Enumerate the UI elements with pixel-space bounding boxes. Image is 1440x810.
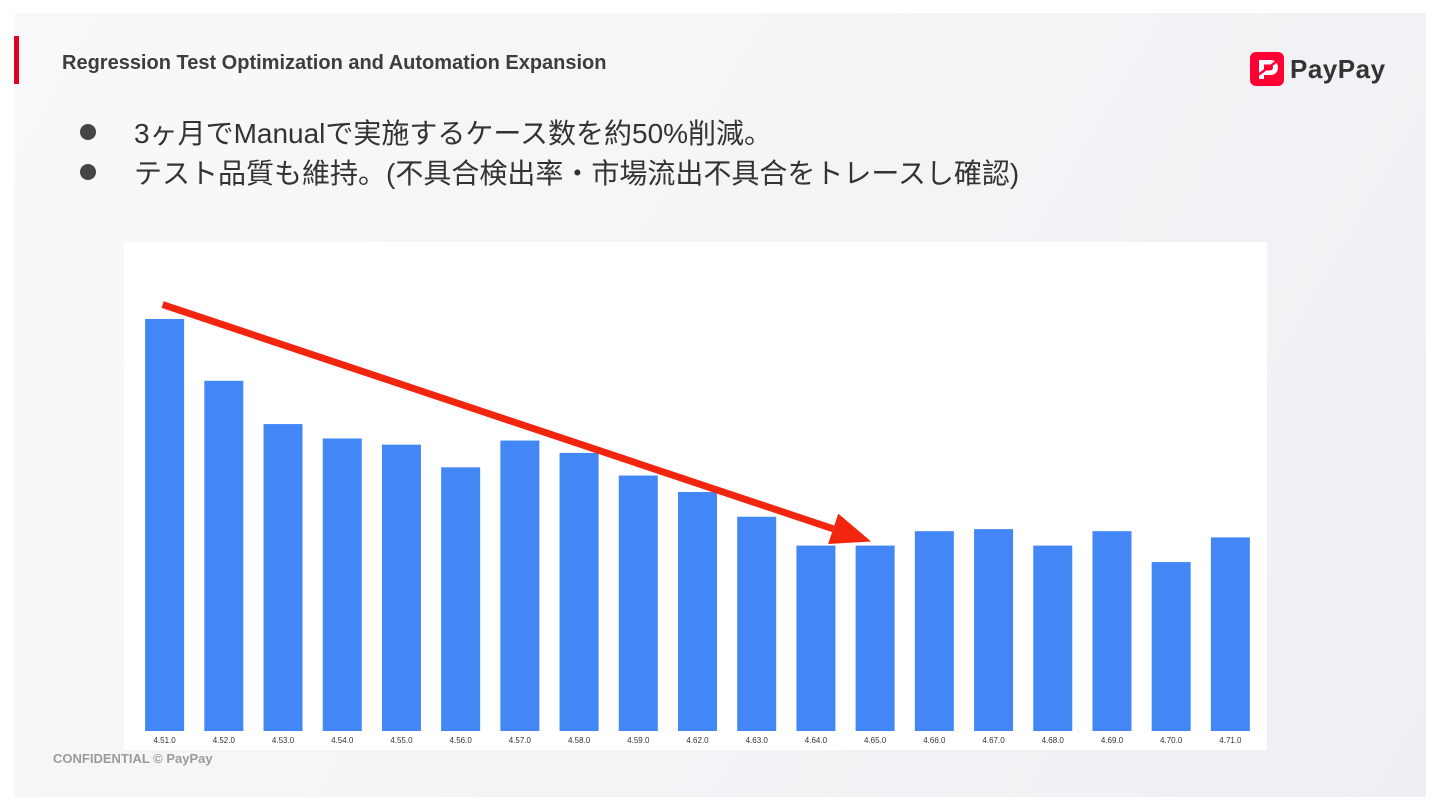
x-tick-label: 4.69.0 bbox=[1101, 736, 1124, 745]
x-tick-label: 4.65.0 bbox=[864, 736, 887, 745]
bullet-item: テスト品質も維持。(不具合検出率・市場流出不具合をトレースし確認) bbox=[78, 152, 1019, 192]
bar-4.70.0 bbox=[1151, 562, 1191, 731]
bar-4.58.0 bbox=[559, 452, 599, 731]
x-tick-label: 4.55.0 bbox=[390, 736, 413, 745]
bar-4.57.0 bbox=[500, 440, 540, 731]
bullet-dot-icon bbox=[80, 164, 96, 180]
bar-4.51.0 bbox=[145, 319, 185, 731]
x-tick-label: 4.56.0 bbox=[450, 736, 473, 745]
bar-4.71.0 bbox=[1210, 537, 1250, 731]
bar-4.56.0 bbox=[441, 467, 481, 731]
bar-4.63.0 bbox=[737, 516, 777, 731]
bar-4.59.0 bbox=[618, 475, 658, 731]
x-tick-label: 4.52.0 bbox=[213, 736, 236, 745]
trend-arrow-line bbox=[161, 301, 835, 533]
bar-4.69.0 bbox=[1092, 531, 1132, 731]
trend-arrow-head-icon bbox=[828, 513, 872, 544]
bullet-item: 3ヶ月でManualで実施するケース数を約50%削減。 bbox=[78, 112, 1019, 152]
paypay-logo-text: PayPay bbox=[1290, 53, 1386, 84]
x-tick-label: 4.62.0 bbox=[686, 736, 709, 745]
bar-4.53.0 bbox=[263, 424, 303, 731]
x-tick-label: 4.68.0 bbox=[1042, 736, 1065, 745]
bar-4.52.0 bbox=[204, 380, 244, 731]
bar-4.65.0 bbox=[855, 545, 895, 731]
confidential-footer: CONFIDENTIAL © PayPay bbox=[53, 751, 213, 766]
bullet-dot-icon bbox=[80, 124, 96, 140]
bar-chart-svg: 4.51.0 4.52.0 4.53.0 4.54.0 4.55.0 4.56.0 4.57… bbox=[145, 301, 1250, 745]
title-accent-bar bbox=[14, 36, 19, 84]
x-tick-label: 4.71.0 bbox=[1219, 736, 1242, 745]
bullet-list: 3ヶ月でManualで実施するケース数を約50%削減。 テスト品質も維持。(不具… bbox=[78, 112, 1019, 192]
bar-4.68.0 bbox=[1033, 545, 1073, 731]
bar-4.62.0 bbox=[678, 492, 717, 731]
x-tick-label: 4.64.0 bbox=[805, 736, 828, 745]
bullet-text: 3ヶ月でManualで実施するケース数を約50%削減。 bbox=[134, 118, 773, 149]
x-tick-label: 4.59.0 bbox=[627, 736, 650, 745]
x-tick-label: 4.63.0 bbox=[746, 736, 769, 745]
x-tick-label: 4.67.0 bbox=[982, 736, 1005, 745]
x-tick-label: 4.54.0 bbox=[331, 736, 354, 745]
bar-4.64.0 bbox=[796, 545, 836, 731]
x-tick-label: 4.66.0 bbox=[923, 736, 946, 745]
page-title: Regression Test Optimization and Automat… bbox=[62, 52, 607, 74]
x-tick-label: 4.51.0 bbox=[153, 736, 176, 745]
paypay-logo: PayPay bbox=[1250, 52, 1386, 86]
x-tick-label: 4.70.0 bbox=[1160, 736, 1183, 745]
bullet-text: テスト品質も維持。(不具合検出率・市場流出不具合をトレースし確認) bbox=[134, 158, 1020, 189]
paypay-logo-icon bbox=[1250, 52, 1284, 86]
bar-4.54.0 bbox=[322, 438, 362, 731]
x-tick-label: 4.57.0 bbox=[509, 736, 532, 745]
x-tick-label: 4.58.0 bbox=[568, 736, 591, 745]
bar-4.66.0 bbox=[914, 531, 954, 731]
bar-4.67.0 bbox=[974, 529, 1014, 731]
bar-chart: 4.51.0 4.52.0 4.53.0 4.54.0 4.55.0 4.56.0 4.57… bbox=[124, 242, 1267, 750]
x-tick-label: 4.53.0 bbox=[272, 736, 295, 745]
bar-4.55.0 bbox=[381, 444, 421, 731]
